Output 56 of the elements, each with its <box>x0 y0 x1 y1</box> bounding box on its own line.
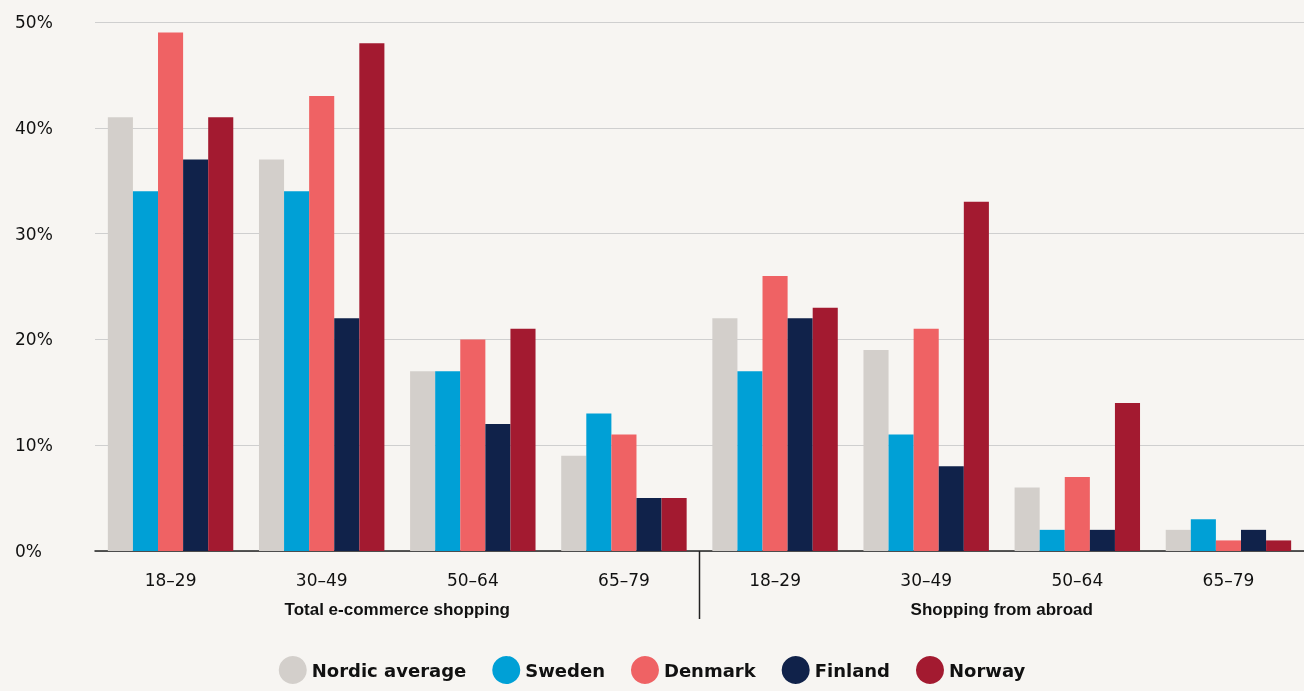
bar <box>158 32 184 551</box>
bar <box>1266 540 1292 551</box>
bar <box>1089 529 1115 551</box>
bar <box>359 43 385 551</box>
text: Shopping from abroad <box>910 600 1093 619</box>
bar <box>888 434 914 551</box>
bar <box>1190 519 1216 551</box>
x-tick-label: 65–79 <box>1202 569 1255 590</box>
x-tick-label: 50–64 <box>446 569 499 590</box>
bar <box>1039 529 1065 551</box>
bar <box>1165 529 1191 551</box>
text: Total e-commerce shopping <box>284 600 510 619</box>
bar <box>208 117 234 551</box>
legend-label: Finland <box>814 659 890 681</box>
y-tick-label: 0% <box>15 541 42 561</box>
bar <box>812 307 838 551</box>
y-tick-label: 50% <box>15 12 53 32</box>
bar <box>938 466 964 551</box>
bar <box>611 434 637 551</box>
x-tick-label: 18–29 <box>749 569 801 590</box>
bar <box>1114 402 1141 551</box>
bar <box>1014 487 1040 551</box>
x-tick-label: 30–49 <box>295 569 348 590</box>
bar <box>963 201 989 551</box>
x-tick-label: 18–29 <box>144 569 197 590</box>
bar <box>183 159 209 551</box>
bar <box>284 191 310 551</box>
bar <box>1240 529 1267 551</box>
bar <box>661 498 687 551</box>
bar <box>510 328 536 551</box>
bar <box>334 318 360 551</box>
y-tick-label: 20% <box>15 329 53 350</box>
bar <box>460 339 486 551</box>
y-tick-label: 10% <box>15 435 53 456</box>
bar <box>485 424 511 551</box>
bar <box>636 498 662 551</box>
bar <box>435 371 461 551</box>
x-tick-label: 65–79 <box>598 569 650 590</box>
x-tick-label: 30–49 <box>900 569 953 590</box>
legend-label: Denmark <box>663 659 757 681</box>
bar <box>762 275 788 551</box>
legend-label: Nordic average <box>311 659 467 681</box>
y-tick-label: 40% <box>15 117 53 138</box>
legend-label: Sweden <box>525 659 605 681</box>
bar <box>309 96 335 551</box>
bar <box>561 455 587 551</box>
bar <box>1215 540 1241 551</box>
bar <box>737 371 763 551</box>
bar <box>913 328 939 551</box>
legend-label: Norway <box>948 659 1026 681</box>
bar <box>1064 476 1090 551</box>
x-tick-label: 50–64 <box>1051 569 1104 590</box>
y-tick-label: 30% <box>15 223 53 244</box>
bar <box>586 413 612 551</box>
bar <box>787 318 813 551</box>
bar <box>132 191 159 551</box>
